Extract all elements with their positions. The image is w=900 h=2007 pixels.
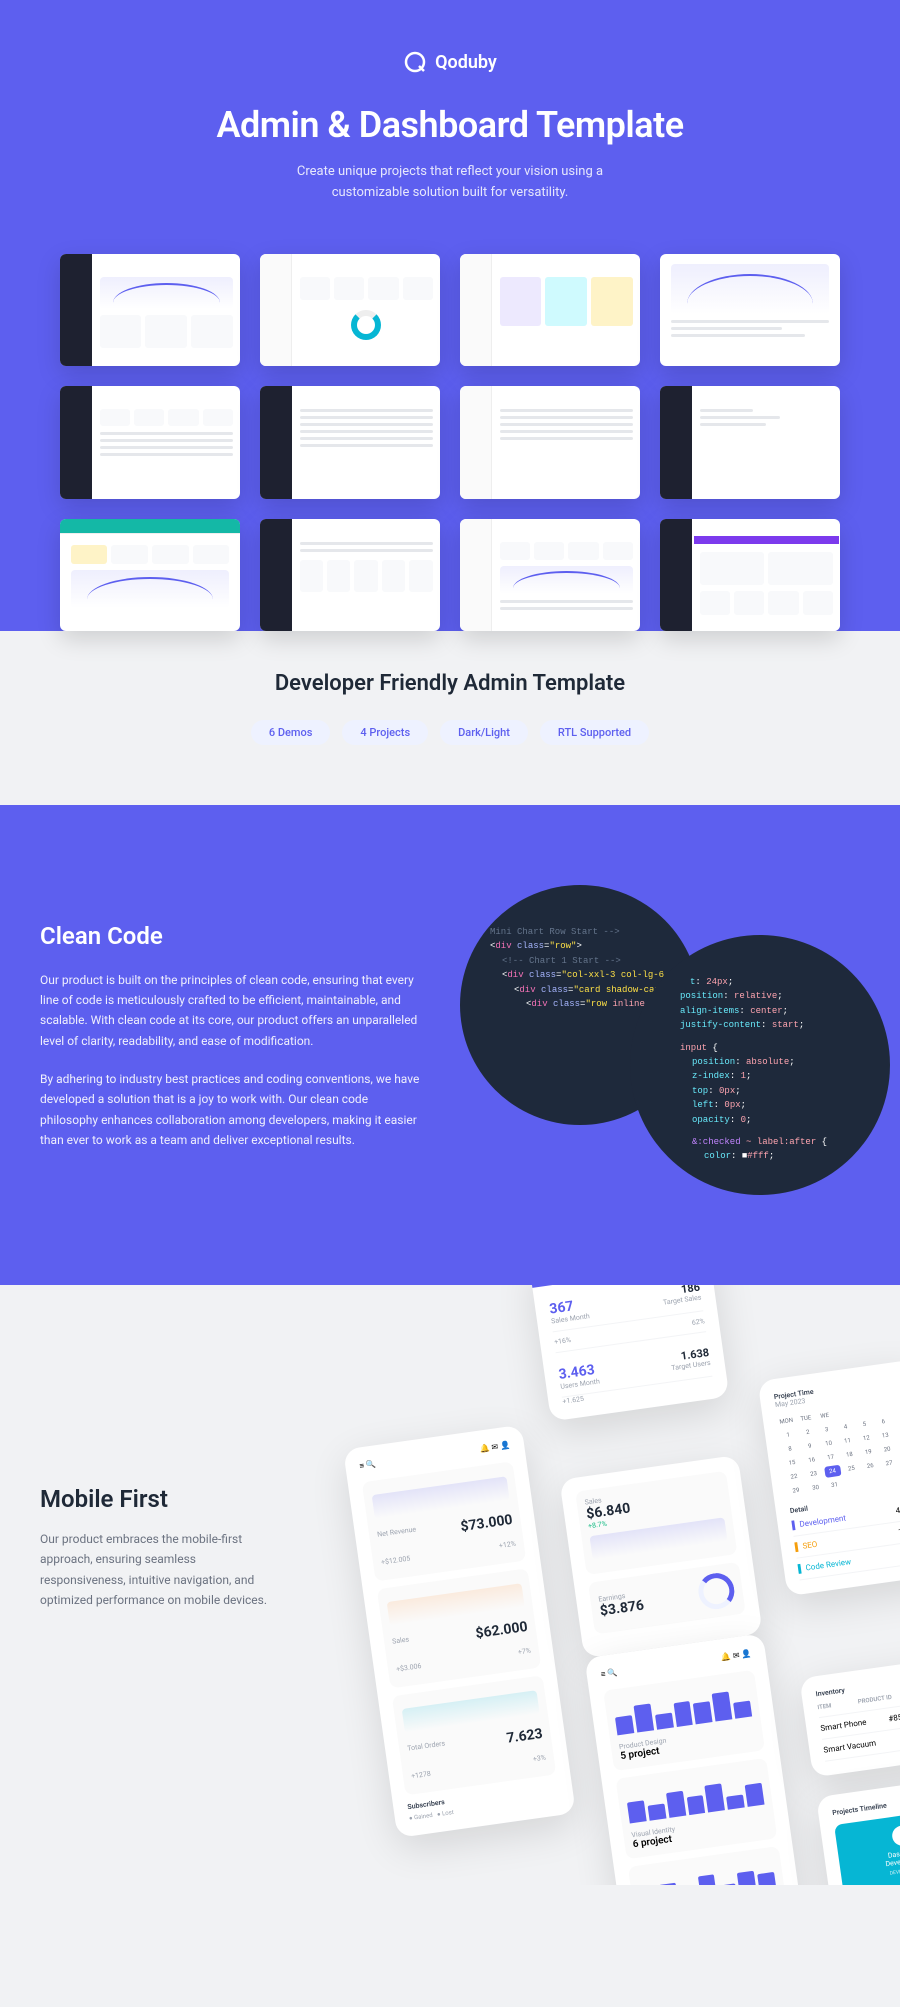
clean-code-section: Clean Code Our product is built on the p… [0,805,900,1285]
dev-section-title: Developer Friendly Admin Template [30,671,870,696]
mobile-first-section: Mobile First Our product embraces the mo… [0,1285,900,1885]
phone-revenue: ≡ 🔍🔔 ✉ 👤 Net Revenue$73.000+$12.005+12% … [343,1425,576,1838]
screenshot-thumb [60,386,240,499]
timeline-dev-card: Dashboard Development DEVELOPMENT [834,1807,900,1885]
code-visuals: Mini Chart Row Start --> <div class="row… [460,885,860,1205]
brand-name: Qoduby [435,52,497,73]
phone-inventory: Inventory ITEMPRODUCT IDCATEGORY Smart P… [799,1656,900,1777]
phone-timeline: Project Time May 2023 MONTUEWE 1234567 8… [758,1359,900,1596]
mobile-para: Our product embraces the mobile-first ap… [40,1529,280,1611]
screenshot-thumb [660,519,840,632]
mobile-copy: Mobile First Our product embraces the mo… [40,1365,280,1885]
pill-projects: 4 Projects [342,720,428,745]
hero-section: Qoduby Admin & Dashboard Template Create… [0,0,900,631]
brand-logo: Qoduby [403,50,497,74]
screenshot-thumb [660,254,840,367]
phone-projects-timeline: Projects Timeline Dashboard Development … [816,1775,900,1885]
screenshot-thumb [660,386,840,499]
screenshot-thumb [460,254,640,367]
screenshot-thumb [260,519,440,632]
screenshot-grid [30,254,870,632]
qoduby-logo-icon [403,50,427,74]
clean-code-copy: Clean Code Our product is built on the p… [40,922,420,1169]
hero-subtitle: Create unique projects that reflect your… [260,162,640,204]
mobile-title: Mobile First [40,1485,280,1513]
mobile-showcase: Monthly Targets 367Sales Month186Target … [314,1301,900,1885]
screenshot-thumb [60,254,240,367]
screenshot-thumb [260,386,440,499]
phone-projects: ≡ 🔍🔔 ✉ 👤 Product Design5 project Visual … [584,1633,813,1885]
screenshot-thumb [260,254,440,367]
clean-code-para1: Our product is built on the principles o… [40,970,420,1052]
phone-earnings: Sales$6.840+8.7% Earnings$3.876 [559,1455,762,1658]
feature-pills: 6 Demos 4 Projects Dark/Light RTL Suppor… [30,720,870,745]
pill-darklight: Dark/Light [440,720,528,745]
code-circle-css: t: 24px; position: relative; align-items… [630,935,890,1195]
screenshot-thumb [460,519,640,632]
hero-title: Admin & Dashboard Template [30,104,870,146]
pill-rtl: RTL Supported [540,720,649,745]
clean-code-para2: By adhering to industry best practices a… [40,1069,420,1151]
screenshot-thumb [60,519,240,632]
screenshot-thumb [460,386,640,499]
pill-demos: 6 Demos [251,720,331,745]
clean-code-title: Clean Code [40,922,420,950]
phone-targets: Monthly Targets 367Sales Month186Target … [529,1285,730,1422]
